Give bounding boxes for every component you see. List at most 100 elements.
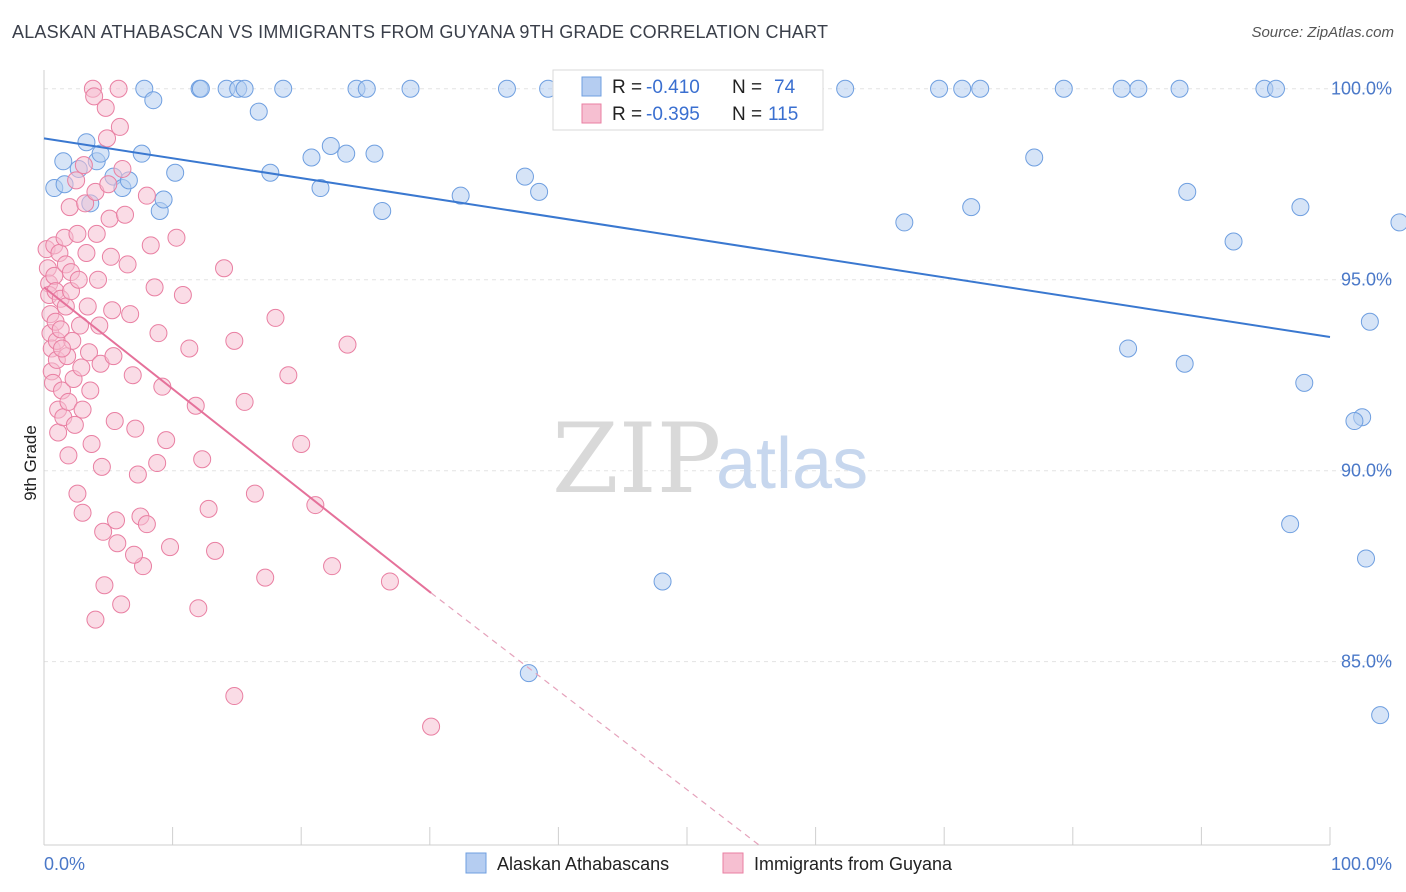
stats-n-value-2: 115 xyxy=(768,104,798,125)
point-guyana xyxy=(137,186,156,205)
point-guyana xyxy=(235,392,254,411)
point-guyana xyxy=(116,205,135,224)
point-athabascan xyxy=(519,664,538,683)
axes xyxy=(43,70,1331,846)
point-guyana xyxy=(96,98,115,117)
point-athabascan xyxy=(154,190,173,209)
point-athabascan xyxy=(1178,182,1197,201)
point-guyana xyxy=(87,224,106,243)
point-guyana xyxy=(112,595,131,614)
point-athabascan xyxy=(91,144,110,163)
point-guyana xyxy=(199,499,218,518)
y-tick-label: 95.0% xyxy=(1341,270,1392,290)
point-athabascan xyxy=(953,79,972,98)
point-athabascan xyxy=(1224,232,1243,251)
point-guyana xyxy=(108,534,127,553)
point-athabascan xyxy=(1295,373,1314,392)
point-guyana xyxy=(110,117,129,136)
point-athabascan xyxy=(302,148,321,167)
stats-n-value-1: 74 xyxy=(774,77,796,98)
point-athabascan xyxy=(1390,213,1406,232)
source-label: Source: ZipAtlas.com xyxy=(1251,24,1394,41)
point-athabascan xyxy=(1175,354,1194,373)
point-guyana xyxy=(60,198,79,217)
y-tick-label: 85.0% xyxy=(1341,652,1392,672)
point-guyana xyxy=(82,434,101,453)
legend-swatch-athabascan xyxy=(465,852,487,874)
trend-line-guyana-extension xyxy=(430,592,760,846)
stats-r-label-1: R = xyxy=(612,77,642,98)
point-guyana xyxy=(193,450,212,469)
point-athabascan xyxy=(1281,515,1300,534)
point-guyana xyxy=(49,423,68,442)
point-athabascan xyxy=(1345,412,1364,431)
point-guyana xyxy=(99,175,118,194)
legend-label-guyana: Immigrants from Guyana xyxy=(754,854,953,874)
point-athabascan xyxy=(1360,312,1379,331)
point-athabascan xyxy=(321,137,340,156)
point-guyana xyxy=(118,255,137,274)
point-athabascan xyxy=(653,572,672,591)
point-guyana xyxy=(59,446,78,465)
point-athabascan xyxy=(895,213,914,232)
point-guyana xyxy=(103,301,122,320)
point-athabascan xyxy=(235,79,254,98)
point-athabascan xyxy=(77,133,96,152)
point-guyana xyxy=(80,343,99,362)
point-guyana xyxy=(101,247,120,266)
stats-n-label-2: N = xyxy=(732,104,762,125)
point-athabascan xyxy=(166,163,185,182)
stats-r-value-2: -0.395 xyxy=(646,104,700,125)
point-guyana xyxy=(306,496,325,515)
stats-n-label-1: N = xyxy=(732,77,762,98)
point-guyana xyxy=(245,484,264,503)
point-athabascan xyxy=(1054,79,1073,98)
point-athabascan xyxy=(1025,148,1044,167)
stats-swatch-athabascan xyxy=(581,76,602,97)
trend-line-athabascan xyxy=(43,137,1331,338)
point-athabascan xyxy=(1266,79,1285,98)
point-guyana xyxy=(73,503,92,522)
point-athabascan xyxy=(530,182,549,201)
point-guyana xyxy=(338,335,357,354)
scatter-points xyxy=(37,79,1406,736)
point-athabascan xyxy=(365,144,384,163)
point-athabascan xyxy=(836,79,855,98)
point-guyana xyxy=(215,259,234,278)
point-athabascan xyxy=(497,79,516,98)
point-guyana xyxy=(161,538,180,557)
point-athabascan xyxy=(1371,706,1390,725)
point-athabascan xyxy=(962,198,981,217)
point-athabascan xyxy=(274,79,293,98)
point-athabascan xyxy=(1291,198,1310,217)
point-athabascan xyxy=(249,102,268,121)
point-guyana xyxy=(137,515,156,534)
point-guyana xyxy=(95,576,114,595)
point-guyana xyxy=(256,568,275,587)
legend: Alaskan Athabascans Immigrants from Guya… xyxy=(465,852,953,874)
point-guyana xyxy=(85,87,104,106)
legend-swatch-guyana xyxy=(722,852,744,874)
point-athabascan xyxy=(311,179,330,198)
point-guyana xyxy=(105,412,124,431)
point-guyana xyxy=(148,454,167,473)
point-guyana xyxy=(380,572,399,591)
point-guyana xyxy=(225,331,244,350)
point-guyana xyxy=(128,465,147,484)
point-guyana xyxy=(292,434,311,453)
point-guyana xyxy=(279,366,298,385)
point-guyana xyxy=(59,392,78,411)
point-guyana xyxy=(141,236,160,255)
point-guyana xyxy=(189,599,208,618)
point-athabascan xyxy=(337,144,356,163)
gridlines xyxy=(44,88,1392,663)
point-athabascan xyxy=(451,186,470,205)
stats-r-value-1: -0.410 xyxy=(646,77,700,98)
point-athabascan xyxy=(191,79,210,98)
point-guyana xyxy=(89,270,108,289)
point-guyana xyxy=(206,541,225,560)
point-guyana xyxy=(173,285,192,304)
point-guyana xyxy=(77,243,96,262)
point-guyana xyxy=(225,687,244,706)
